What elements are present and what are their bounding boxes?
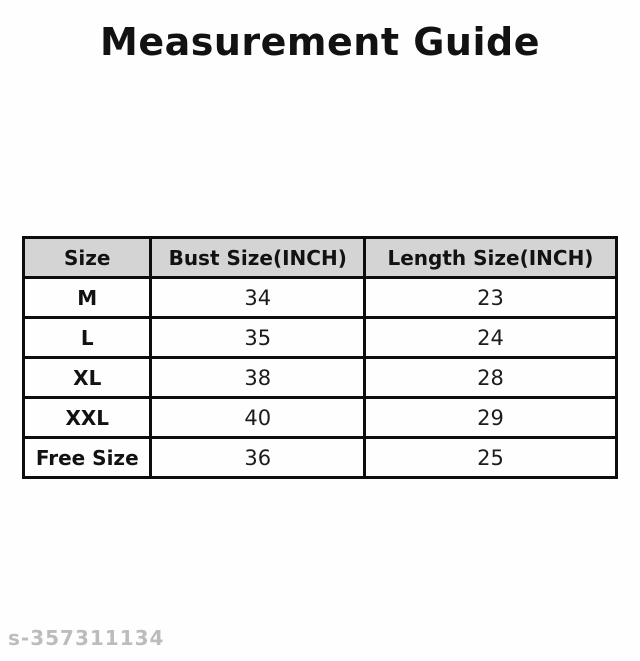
length-cell: 24 [362, 316, 619, 359]
length-cell: 23 [362, 276, 619, 319]
length-cell: 29 [362, 396, 619, 439]
size-cell: Free Size [21, 436, 153, 479]
size-cell: M [21, 276, 153, 319]
bust-cell: 36 [149, 436, 366, 479]
watermark-code: s-357311134 [8, 626, 165, 650]
bust-cell: 38 [149, 356, 366, 399]
table-row: XL 38 28 [21, 356, 619, 399]
size-cell: XL [21, 356, 153, 399]
column-header-length: Length Size(INCH) [362, 236, 619, 279]
length-cell: 28 [362, 356, 619, 399]
size-cell: L [21, 316, 153, 359]
size-chart-table: Size Bust Size(INCH) Length Size(INCH) M… [21, 236, 619, 479]
column-header-bust: Bust Size(INCH) [149, 236, 366, 279]
bust-cell: 35 [149, 316, 366, 359]
length-cell: 25 [362, 436, 619, 479]
table-row: Free Size 36 25 [21, 436, 619, 479]
column-header-size: Size [21, 236, 153, 279]
table-header-row: Size Bust Size(INCH) Length Size(INCH) [21, 236, 619, 279]
page-title: Measurement Guide [100, 20, 540, 64]
table-row: XXL 40 29 [21, 396, 619, 439]
bust-cell: 34 [149, 276, 366, 319]
bust-cell: 40 [149, 396, 366, 439]
table-row: M 34 23 [21, 276, 619, 319]
table-row: L 35 24 [21, 316, 619, 359]
size-cell: XXL [21, 396, 153, 439]
